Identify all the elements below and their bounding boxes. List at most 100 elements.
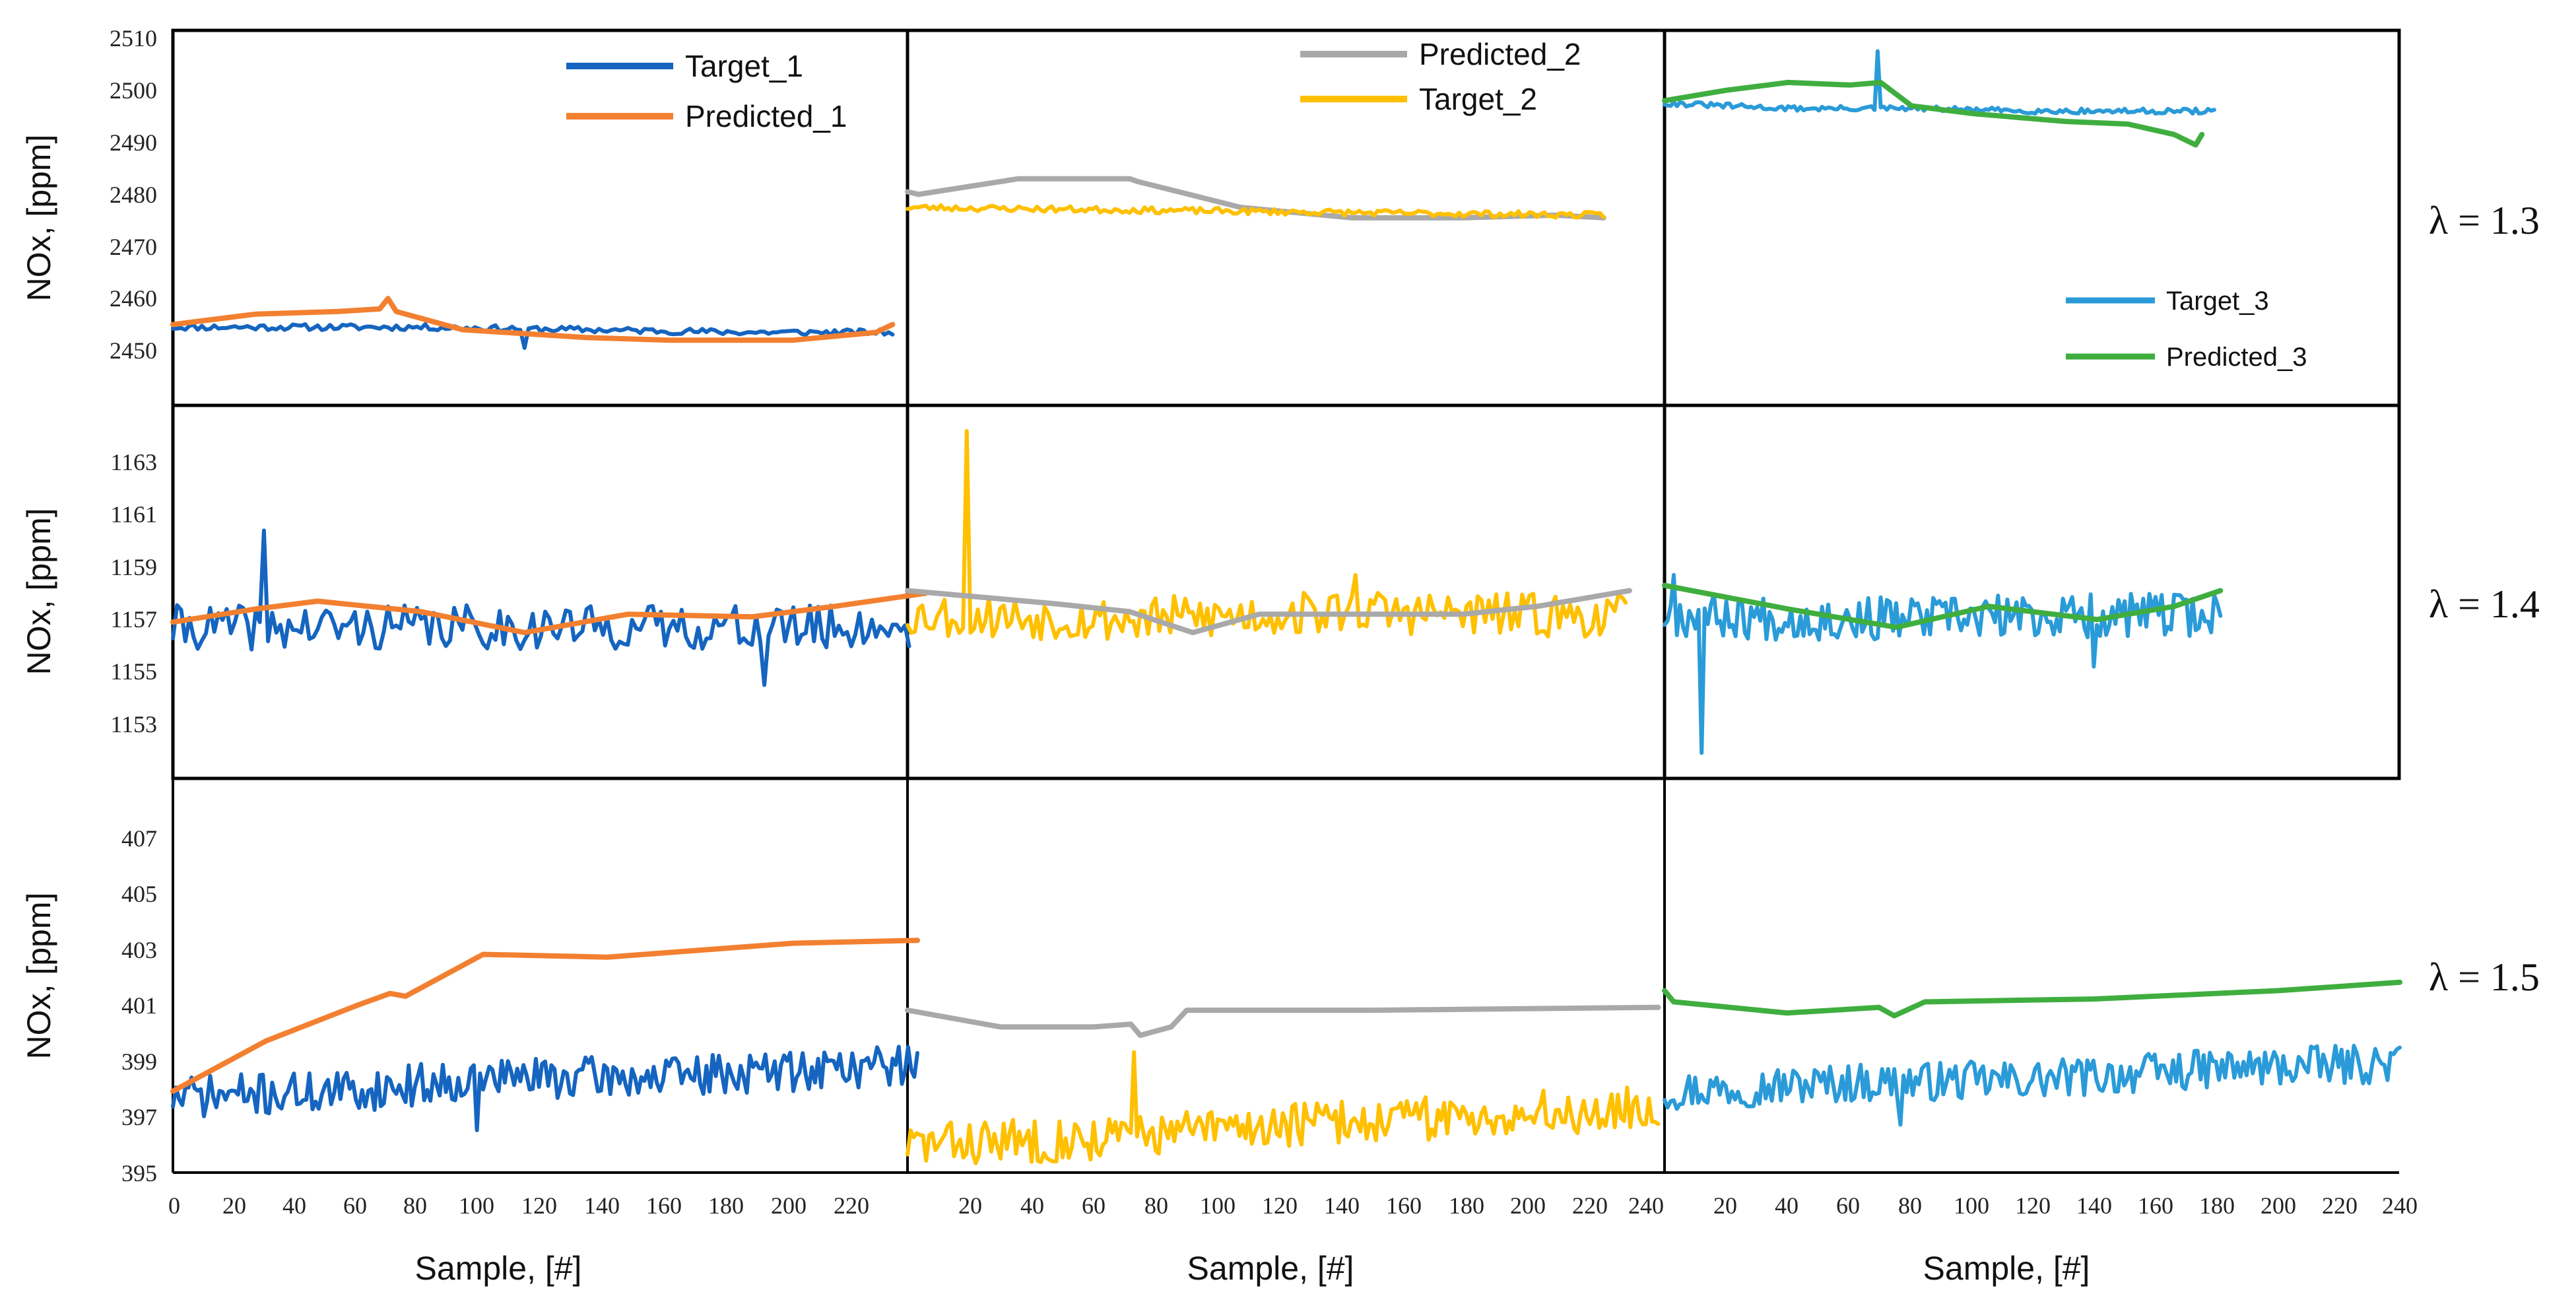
y-tick: 2460 <box>110 285 157 312</box>
y-ticks-row3: 395 397 399 401 403 405 407 <box>121 825 157 1186</box>
x-tick: 120 <box>1262 1192 1298 1219</box>
y-tick: 2500 <box>110 77 157 104</box>
series-target-2-row1-col2 <box>906 203 1606 220</box>
x-tick: 100 <box>1954 1192 1989 1219</box>
y-tick: 395 <box>121 1160 157 1186</box>
y-axis-title-row3: NOx, [ppm] <box>20 893 57 1060</box>
x-tick: 140 <box>1324 1192 1360 1219</box>
series-target-1-row1-col1 <box>171 322 895 350</box>
y-tick: 2480 <box>110 182 157 208</box>
x-tick: 60 <box>1082 1192 1106 1219</box>
x-axis-title-col3: Sample, [#] <box>1923 1250 2090 1287</box>
series-target-2-row3-col2 <box>906 1050 1661 1165</box>
x-tick: 20 <box>1713 1192 1737 1219</box>
x-tick: 80 <box>403 1192 427 1219</box>
x-tick: 220 <box>834 1192 869 1219</box>
series-target-3-row3-col3 <box>1663 1044 2402 1127</box>
legend-label-target-1: Target_1 <box>685 49 803 83</box>
legend-panel-1: Target_1 Predicted_1 <box>566 49 847 133</box>
y-tick: 1163 <box>110 449 157 475</box>
legend-label-target-2: Target_2 <box>1419 82 1537 116</box>
x-tick: 240 <box>1628 1192 1664 1219</box>
x-tick: 60 <box>1836 1192 1860 1219</box>
y-tick: 407 <box>121 825 157 852</box>
series-predicted-1-row3-col1 <box>170 938 920 1094</box>
x-tick: 40 <box>1775 1192 1799 1219</box>
series-predicted-2-row2-col2 <box>905 588 1632 636</box>
x-axis-title-col1: Sample, [#] <box>415 1250 582 1287</box>
legend-label-predicted-3: Predicted_3 <box>2166 343 2307 372</box>
y-ticks-row1: 2450 2460 2470 2480 2490 2500 2510 <box>110 25 157 364</box>
legend-panel-3: Target_3 Predicted_3 <box>2066 287 2307 372</box>
x-ticks-col1: 0 20 40 60 80 100 120 140 160 180 200 22… <box>168 1192 869 1219</box>
lambda-label-row1: λ = 1.3 <box>2429 199 2540 242</box>
x-tick: 120 <box>2015 1192 2051 1219</box>
y-tick: 1161 <box>110 501 157 528</box>
x-tick: 80 <box>1898 1192 1922 1219</box>
y-tick: 399 <box>121 1048 157 1075</box>
x-tick: 180 <box>708 1192 744 1219</box>
y-tick: 2510 <box>110 25 157 51</box>
legend-label-predicted-1: Predicted_1 <box>685 99 847 133</box>
series-predicted-3-row1-col3 <box>1662 79 2205 148</box>
x-tick: 180 <box>1449 1192 1484 1219</box>
series-target-1-row2-col1 <box>171 528 911 687</box>
x-tick: 20 <box>958 1192 982 1219</box>
x-tick: 20 <box>222 1192 246 1219</box>
x-tick: 40 <box>282 1192 306 1219</box>
x-tick: 220 <box>2322 1192 2358 1219</box>
x-ticks-col2: 20 40 60 80 100 120 140 160 180 200 220 … <box>958 1192 1664 1219</box>
series-target-1-row3-col1 <box>171 1044 919 1132</box>
x-tick: 160 <box>646 1192 682 1219</box>
x-tick: 60 <box>343 1192 367 1219</box>
x-tick: 100 <box>459 1192 494 1219</box>
y-axis-title-row1: NOx, [ppm] <box>20 135 57 302</box>
series-predicted-1-row1-col1 <box>170 296 896 343</box>
series-target-2-row2-col2 <box>906 428 1628 642</box>
series-target-3-row2-col3 <box>1663 572 2223 755</box>
y-tick: 2490 <box>110 129 157 156</box>
series-predicted-3-row2-col3 <box>1662 582 2224 631</box>
panel-r2-c3-frame <box>1663 403 2401 780</box>
x-tick: 240 <box>2382 1192 2418 1219</box>
x-tick: 160 <box>2138 1192 2173 1219</box>
x-tick: 200 <box>771 1192 807 1219</box>
x-tick: 140 <box>2076 1192 2112 1219</box>
y-ticks-row2: 1153 1155 1157 1159 1161 1163 <box>110 449 157 737</box>
x-tick: 200 <box>2261 1192 2296 1219</box>
legend-label-target-3: Target_3 <box>2166 287 2269 316</box>
y-tick: 2470 <box>110 234 157 260</box>
x-tick: 160 <box>1386 1192 1422 1219</box>
y-tick: 403 <box>121 937 157 963</box>
x-tick: 180 <box>2199 1192 2235 1219</box>
x-axis-title-col2: Sample, [#] <box>1187 1250 1354 1287</box>
series-predicted-2-row3-col2 <box>905 1004 1661 1039</box>
x-tick: 100 <box>1200 1192 1236 1219</box>
y-tick: 401 <box>121 992 157 1019</box>
y-tick: 1153 <box>110 711 157 737</box>
x-tick: 0 <box>168 1192 180 1219</box>
y-tick: 1155 <box>110 658 157 685</box>
series-predicted-1-row2-col1 <box>170 590 929 636</box>
x-tick: 120 <box>521 1192 557 1219</box>
series-predicted-3-row3-col3 <box>1662 979 2402 1019</box>
y-axis-title-row2: NOx, [ppm] <box>20 508 57 675</box>
y-tick: 1157 <box>110 606 157 633</box>
x-tick: 140 <box>584 1192 620 1219</box>
series-layer <box>170 49 2402 1165</box>
legend-panel-2: Predicted_2 Target_2 <box>1300 37 1581 116</box>
y-tick: 397 <box>121 1104 157 1130</box>
lambda-label-row3: λ = 1.5 <box>2429 955 2540 999</box>
lambda-label-row2: λ = 1.4 <box>2429 582 2540 626</box>
y-tick: 2450 <box>110 337 157 364</box>
series-predicted-2-row1-col2 <box>905 176 1606 221</box>
x-ticks-col3: 20 40 60 80 100 120 140 160 180 200 220 … <box>1713 1192 2418 1219</box>
y-tick: 405 <box>121 881 157 907</box>
y-tick: 1159 <box>110 554 157 580</box>
x-tick: 200 <box>1510 1192 1546 1219</box>
legend-label-predicted-2: Predicted_2 <box>1419 37 1581 71</box>
x-tick: 40 <box>1020 1192 1044 1219</box>
x-tick: 80 <box>1144 1192 1168 1219</box>
x-tick: 220 <box>1572 1192 1608 1219</box>
